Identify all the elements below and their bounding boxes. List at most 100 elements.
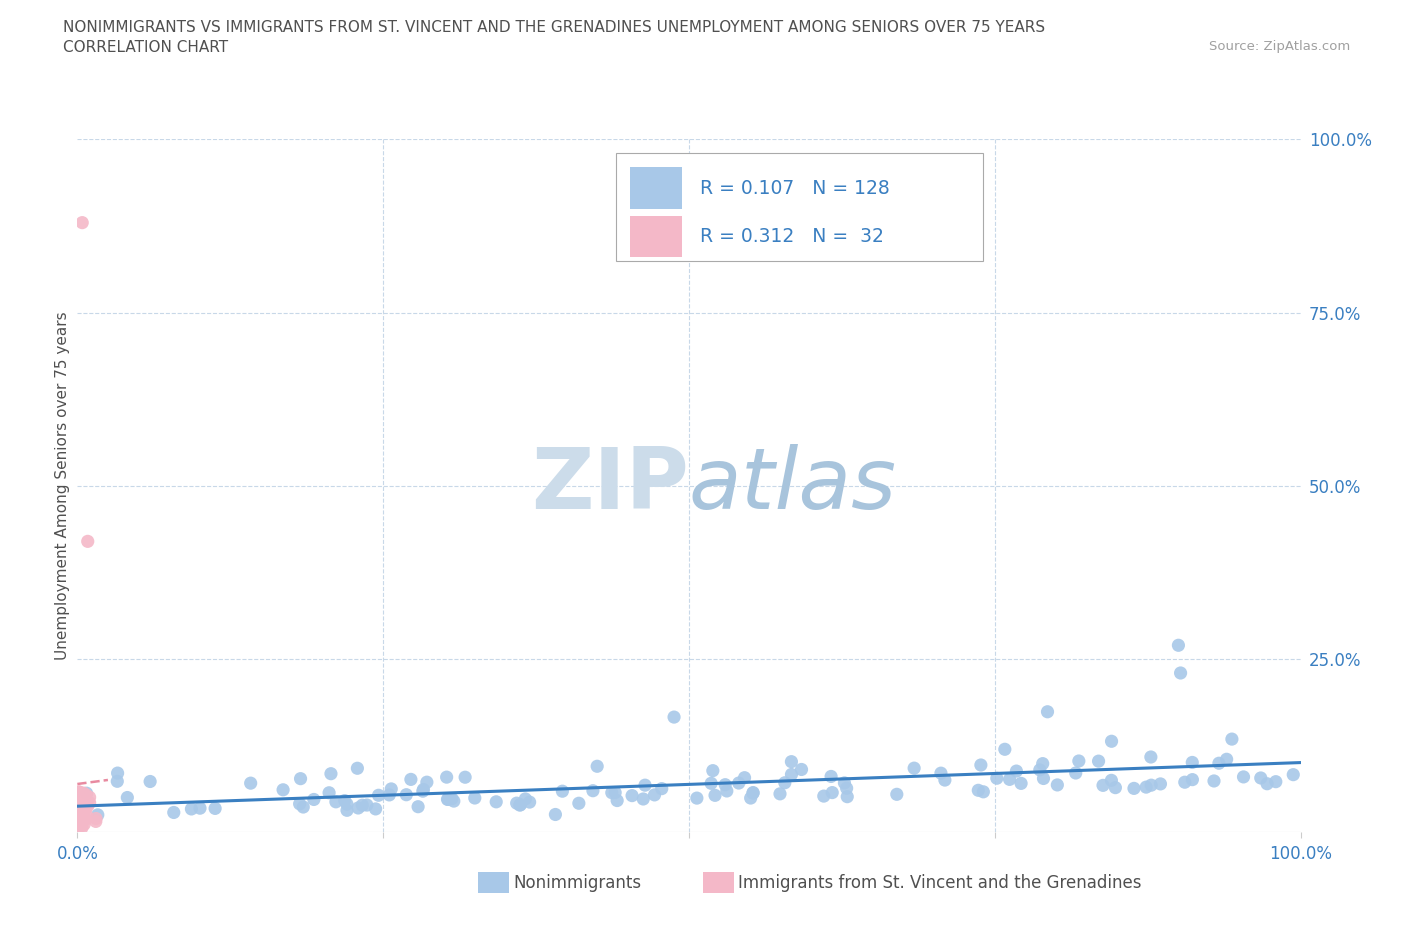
Point [551,784,574,799]
Point [1202,774,1225,789]
Point [702,764,724,778]
Point [740,790,762,805]
Point [834,776,856,790]
Point [600,785,623,800]
Point [515,791,537,806]
Point [73,817,96,831]
Point [821,785,844,800]
Point [970,758,993,773]
Point [1232,769,1254,784]
Text: atlas: atlas [689,445,897,527]
Point [163,805,186,820]
Point [79,790,101,804]
Point [70,809,93,824]
Point [378,788,401,803]
Point [972,784,994,799]
Point [84,814,107,829]
Point [73,803,96,817]
Bar [630,216,682,258]
Point [406,799,429,814]
Text: R = 0.312   N =  32: R = 0.312 N = 32 [700,227,884,246]
Point [727,776,749,790]
Point [651,781,673,796]
Text: CORRELATION CHART: CORRELATION CHART [63,40,228,55]
Point [139,774,162,789]
Point [76,808,98,823]
Point [70,802,93,817]
Point [180,802,202,817]
Point [1123,781,1146,796]
Point [204,801,226,816]
Point [437,792,460,807]
Point [395,788,418,803]
Text: Nonimmigrants: Nonimmigrants [513,873,641,892]
Text: NONIMMIGRANTS VS IMMIGRANTS FROM ST. VINCENT AND THE GRENADINES UNEMPLOYMENT AMO: NONIMMIGRANTS VS IMMIGRANTS FROM ST. VIN… [63,20,1046,35]
Point [998,772,1021,787]
Point [69,818,91,833]
Point [443,793,465,808]
Point [336,797,359,812]
Text: Source: ZipAtlas.com: Source: ZipAtlas.com [1209,40,1350,53]
Point [714,777,737,792]
Point [1174,775,1197,790]
Point [1181,755,1204,770]
Point [1220,732,1243,747]
Bar [630,167,682,209]
Point [742,785,765,800]
Point [509,798,531,813]
Point [582,783,605,798]
Point [271,782,294,797]
Point [76,534,98,549]
Point [1005,764,1028,778]
Point [505,796,527,811]
Point [399,772,422,787]
Point [117,790,139,805]
Point [67,785,90,800]
Point [69,817,91,832]
Point [412,784,434,799]
Point [820,769,842,784]
Point [773,776,796,790]
Point [454,770,477,785]
Point [544,807,567,822]
Point [356,798,378,813]
Point [1036,704,1059,719]
Point [903,761,925,776]
Point [72,786,94,801]
Point [1149,777,1171,791]
Point [485,794,508,809]
Point [568,796,591,811]
Point [440,791,463,806]
Point [1264,775,1286,790]
Point [105,774,128,789]
Point [72,796,94,811]
Point [1029,763,1052,777]
Point [67,787,90,802]
Text: R = 0.107   N = 128: R = 0.107 N = 128 [700,179,890,198]
Point [734,770,756,785]
Point [72,806,94,821]
Point [1010,776,1032,790]
Point [318,785,340,800]
Point [700,776,723,790]
Point [464,790,486,805]
Point [67,787,90,802]
Point [290,771,312,786]
FancyBboxPatch shape [616,153,983,260]
Point [813,789,835,804]
Point [79,795,101,810]
Point [336,803,359,817]
Point [352,798,374,813]
Point [986,771,1008,786]
Point [837,790,859,804]
Point [1067,753,1090,768]
Point [70,820,93,835]
Point [780,754,803,769]
Y-axis label: Unemployment Among Seniors over 75 years: Unemployment Among Seniors over 75 years [55,312,70,660]
Point [75,812,97,827]
Point [1032,771,1054,786]
Point [586,759,609,774]
Text: ZIP: ZIP [531,445,689,527]
Text: Immigrants from St. Vincent and the Grenadines: Immigrants from St. Vincent and the Gren… [738,873,1142,892]
Point [1170,666,1192,681]
